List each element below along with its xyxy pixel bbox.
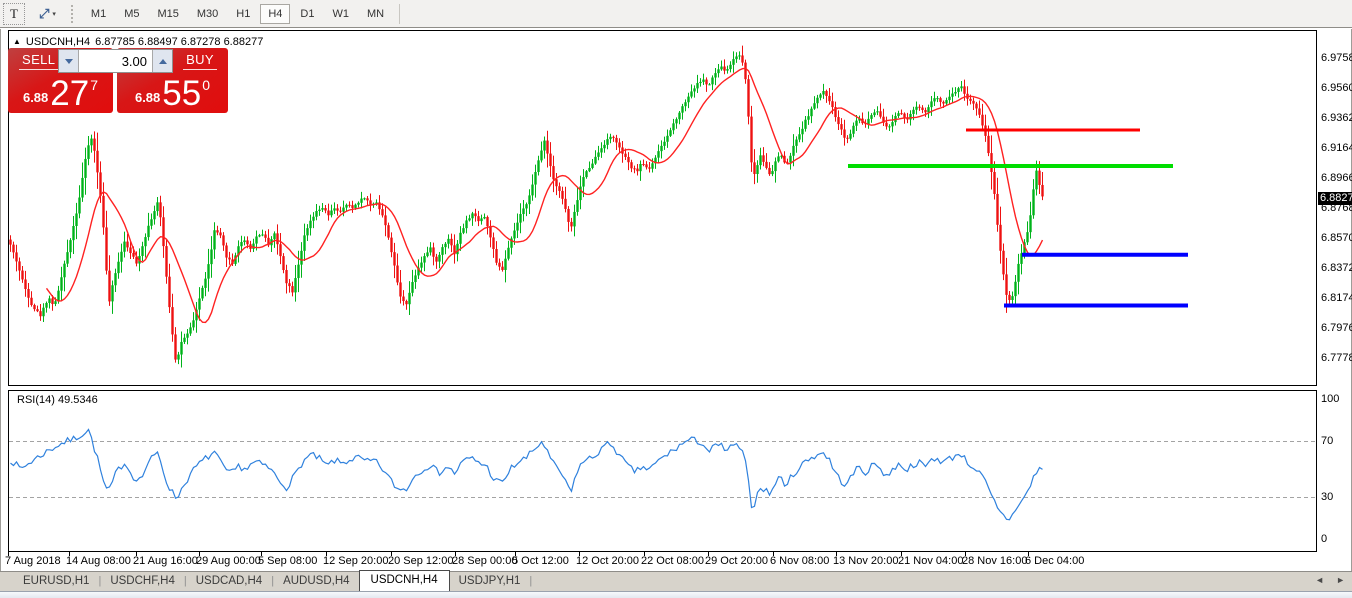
text-tool-button[interactable]: T: [3, 2, 25, 25]
sell-price: 6.88 27 7: [8, 75, 113, 113]
timeframe-group: M1 M5 M15 M30 H1 H4 D1 W1 MN: [82, 3, 393, 24]
buy-price-prefix: 6.88: [134, 90, 161, 105]
date-axis-label: 6 Nov 08:00: [770, 555, 830, 567]
timeframe-d1-button[interactable]: D1: [292, 4, 322, 24]
sell-price-main: 27: [50, 74, 90, 114]
toolbar-grip[interactable]: [70, 4, 76, 23]
price-axis-label: 6.91645: [1321, 142, 1352, 154]
date-axis-label: 29 Aug 00:00: [196, 555, 261, 567]
ohlc-values: 6.87785 6.88497 6.87278 6.88277: [95, 36, 264, 48]
date-axis-label: 28 Sep 00:00: [452, 555, 518, 567]
tabs-scroll-left-icon[interactable]: ◄: [1315, 575, 1325, 585]
chart-tab-usdcnh-h4[interactable]: USDCNH,H4: [358, 570, 450, 591]
date-axis-label: 7 Aug 2018: [5, 555, 61, 567]
date-axis-label: 21 Nov 04:00: [898, 555, 964, 567]
price-axis-label: 6.97585: [1321, 52, 1352, 64]
date-axis-label: 29 Oct 20:00: [705, 555, 768, 567]
triangle-up-icon: [158, 58, 167, 64]
price-axis-label: 6.81745: [1321, 292, 1352, 304]
tab-separator: |: [98, 575, 102, 587]
chart-tab-eurusd-h1[interactable]: EURUSD,H1: [23, 575, 90, 587]
tab-separator: |: [529, 575, 533, 587]
chart-tab-audusd-h4[interactable]: AUDUSD,H4: [283, 575, 350, 587]
chart-tab-usdcad-h4[interactable]: USDCAD,H4: [195, 575, 263, 587]
rsi-axis-label: 100: [1321, 393, 1340, 405]
volume-spinner: [58, 49, 173, 73]
toolbar-separator: [399, 3, 401, 24]
triangle-down-icon: [64, 58, 73, 64]
tabs-scroll-right-icon[interactable]: ►: [1336, 575, 1345, 585]
timeframe-h4-button[interactable]: H4: [260, 3, 291, 24]
date-axis-label: 6 Dec 04:00: [1025, 555, 1085, 567]
price-axis-label: 6.89665: [1321, 172, 1352, 184]
chart-tabs: EURUSD,H1 | USDCHF,H4 | USDCAD,H4 | AUDUSD,H4 U…: [14, 570, 533, 591]
date-axis-label: 20 Sep 12:00: [388, 555, 454, 567]
chart-tab-usdchf-h4[interactable]: USDCHF,H4: [110, 575, 175, 587]
timeframe-m5-button[interactable]: M5: [116, 4, 147, 24]
chart-tabbar: EURUSD,H1 | USDCHF,H4 | USDCAD,H4 | AUDUSD,H4 U…: [0, 570, 1352, 591]
tab-separator: |: [183, 575, 187, 587]
timeframe-w1-button[interactable]: W1: [324, 4, 357, 24]
price-axis-label: 6.79765: [1321, 322, 1352, 334]
date-axis-label: 14 Aug 08:00: [66, 555, 131, 567]
date-axis-label: 22 Oct 08:00: [641, 555, 704, 567]
volume-input[interactable]: [79, 50, 152, 72]
rsi-axis-label: 70: [1321, 435, 1334, 447]
sell-price-prefix: 6.88: [22, 90, 49, 105]
date-axis-label: 13 Nov 20:00: [833, 555, 899, 567]
rsi-indicator-label: RSI(14) 49.5346: [17, 394, 98, 406]
timeframe-mn-button[interactable]: MN: [359, 4, 392, 24]
buy-price: 6.88 55 0: [117, 75, 228, 113]
sell-price-sup: 7: [90, 77, 99, 93]
tab-separator: |: [271, 575, 275, 587]
date-axis-label: 12 Oct 20:00: [576, 555, 639, 567]
buy-price-main: 55: [162, 74, 202, 114]
diagonal-arrows-icon: ⤢: [39, 6, 50, 21]
price-axis-label: 6.85705: [1321, 232, 1352, 244]
chart-title: ▲ USDCNH,H4 6.87785 6.88497 6.87278 6.88…: [13, 36, 263, 48]
symbol-period-label: USDCNH,H4: [25, 36, 91, 48]
chart-toolbar: T ⤢ ▾ M1 M5 M15 M30 H1 H4 D1 W1 MN: [0, 0, 1352, 28]
status-bar-strip: [0, 591, 1352, 598]
timeframe-m30-button[interactable]: M30: [189, 4, 226, 24]
price-axis-label: 6.77785: [1321, 352, 1352, 364]
current-price-badge: 6.88277: [1318, 192, 1352, 206]
one-click-trading-panel: SELL 6.88 27 7 BUY 6.88 55 0: [8, 48, 228, 113]
date-axis-label: 21 Aug 16:00: [133, 555, 198, 567]
chart-objects-button[interactable]: ⤢ ▾: [34, 5, 61, 22]
date-axis-label: 5 Sep 08:00: [258, 555, 318, 567]
price-axis-label: 6.93625: [1321, 112, 1352, 124]
timeframe-h1-button[interactable]: H1: [228, 4, 258, 24]
date-axis-label: 28 Nov 16:00: [962, 555, 1028, 567]
timeframe-m15-button[interactable]: M15: [149, 4, 186, 24]
chevron-down-icon: ▾: [52, 10, 56, 18]
buy-button[interactable]: BUY: [183, 52, 217, 70]
price-axis-label: 6.95605: [1321, 82, 1352, 94]
volume-decrease-button[interactable]: [59, 50, 79, 72]
volume-increase-button[interactable]: [152, 50, 172, 72]
rsi-axis-label: 0: [1321, 533, 1328, 545]
buy-price-sup: 0: [202, 77, 211, 93]
rsi-axis-label: 30: [1321, 491, 1334, 503]
price-axis-label: 6.83725: [1321, 262, 1352, 274]
date-axis-label: 12 Sep 20:00: [323, 555, 389, 567]
collapse-trade-panel-icon[interactable]: ▲: [13, 37, 21, 46]
sell-button[interactable]: SELL: [19, 52, 59, 70]
chart-tab-usdjpy-h1[interactable]: USDJPY,H1: [458, 575, 521, 587]
date-axis-label: 5 Oct 12:00: [512, 555, 569, 567]
timeframe-m1-button[interactable]: M1: [83, 4, 114, 24]
